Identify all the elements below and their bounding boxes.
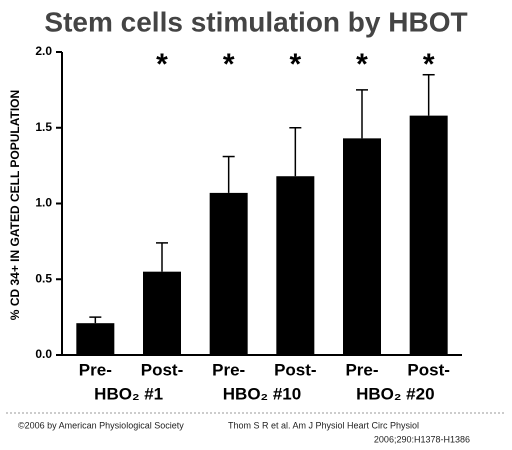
bar (209, 192, 248, 355)
x-tick-label: Pre- (212, 360, 245, 379)
bar (343, 138, 381, 355)
y-tick-label: 2.0 (35, 44, 52, 58)
group-label: HBO₂ #10 (223, 384, 301, 403)
y-tick-label: 1.0 (35, 196, 52, 210)
significance-mark: * (423, 48, 435, 81)
citation: 2006;290:H1378-H1386 (374, 434, 470, 444)
copyright: ©2006 by American Physiological Society (18, 420, 184, 430)
citation: Thom S R et al. Am J Physiol Heart Circ … (228, 420, 419, 430)
bar (409, 115, 448, 355)
y-tick-label: 0.5 (35, 271, 52, 285)
group-label: HBO₂ #20 (356, 384, 434, 403)
bar (76, 323, 115, 355)
significance-mark: * (356, 48, 368, 81)
chart-title: Stem cells stimulation by HBOT (44, 6, 467, 37)
y-axis-label: % CD 34+ IN GATED CELL POPULATION (8, 90, 22, 320)
group-label: HBO₂ #1 (94, 384, 163, 403)
y-tick-label: 1.5 (35, 120, 52, 134)
significance-mark: * (223, 48, 235, 81)
x-tick-label: Post- (141, 360, 184, 379)
significance-mark: * (156, 48, 168, 81)
y-tick-label: 0.0 (35, 347, 52, 361)
x-tick-label: Post- (407, 360, 450, 379)
bar (276, 176, 315, 355)
x-tick-label: Pre- (345, 360, 378, 379)
x-tick-label: Pre- (79, 360, 112, 379)
x-tick-label: Post- (274, 360, 317, 379)
significance-mark: * (289, 48, 301, 81)
bar (143, 271, 181, 355)
